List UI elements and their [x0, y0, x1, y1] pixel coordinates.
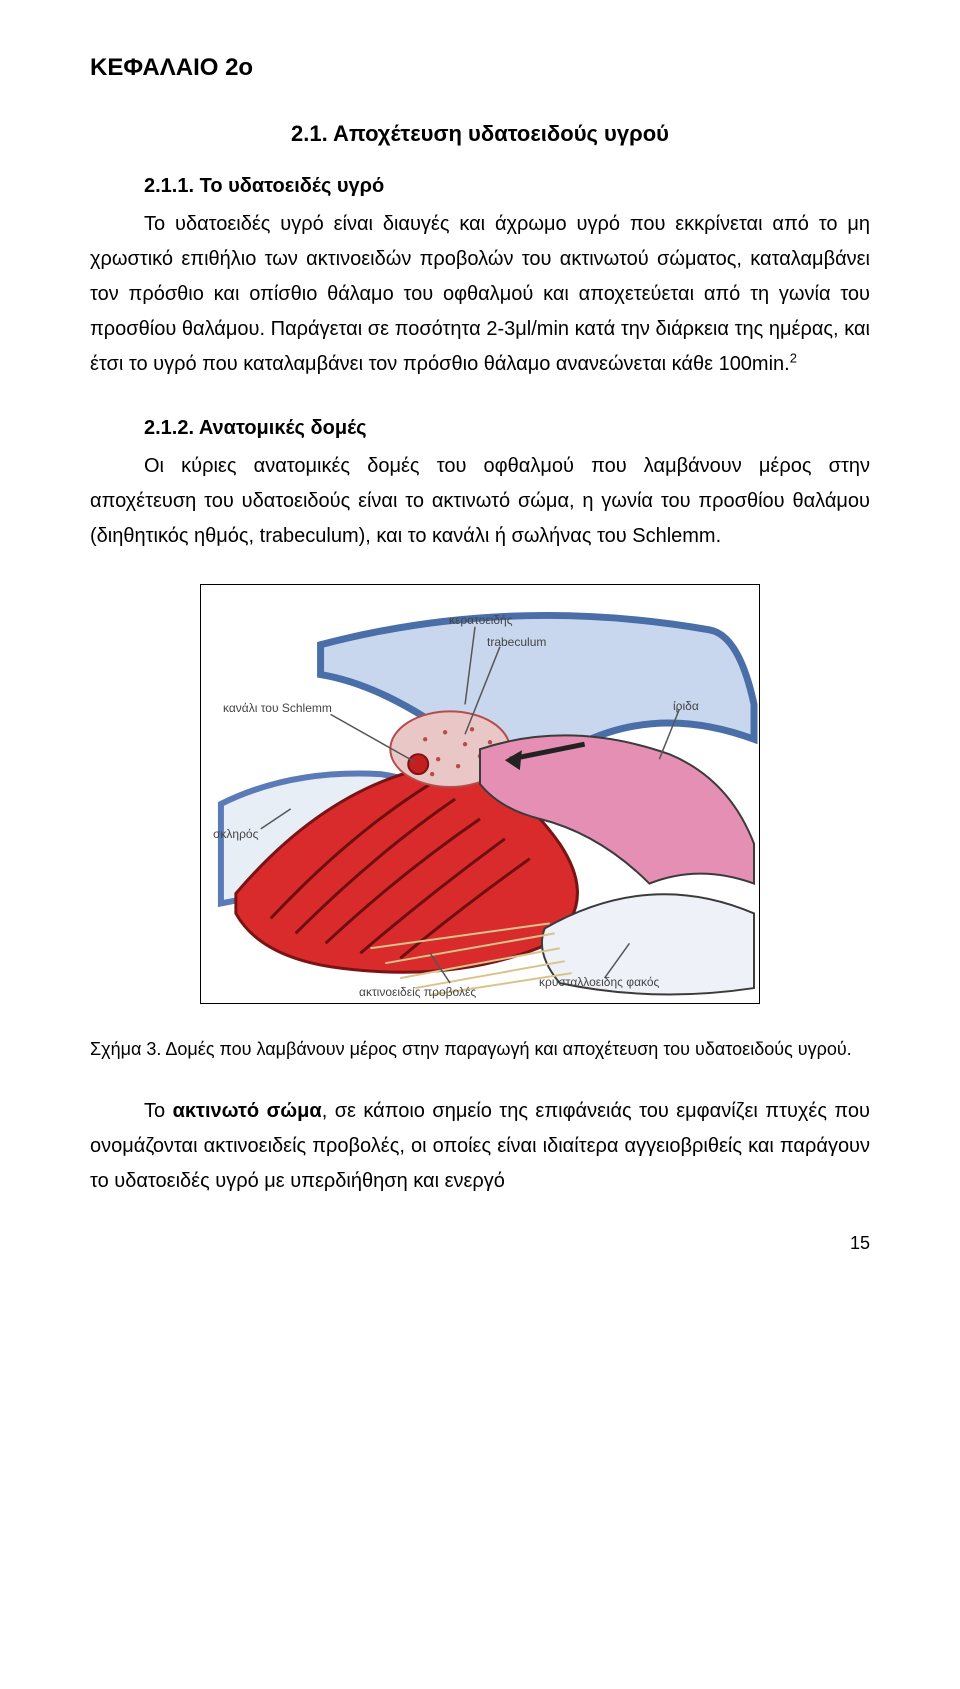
closing-paragraph: Το ακτινωτό σώμα, σε κάποιο σημείο της ε… — [90, 1094, 870, 1199]
label-kanali: κανάλι του Schlemm — [223, 699, 332, 719]
page-number: 15 — [90, 1229, 870, 1259]
section-heading-2-1: 2.1. Αποχέτευση υδατοειδούς υγρού — [90, 116, 870, 152]
label-trabeculum: trabeculum — [487, 633, 546, 653]
paragraph-2-1-1: Το υδατοειδές υγρό είναι διαυγές και άχρ… — [90, 207, 870, 382]
anatomy-svg — [201, 585, 759, 1003]
label-keratoeidis: κερατοειδής — [449, 611, 513, 631]
label-skliros: σκληρός — [213, 825, 258, 845]
chapter-heading: ΚΕΦΑΛΑΙΟ 2ο — [90, 48, 870, 88]
schlemm-canal — [408, 754, 428, 774]
para-text: Οι κύριες ανατομικές δομές του οφθαλμού … — [90, 455, 870, 547]
label-aktinoeideis: ακτινοειδείς προβολές — [359, 983, 476, 1003]
closing-bold-term: ακτινωτό σώμα — [173, 1100, 322, 1122]
subsection-heading-2-1-2: 2.1.2. Ανατομικές δομές — [90, 412, 870, 445]
figure-3-diagram: κερατοειδής trabeculum κανάλι του Schlem… — [200, 584, 760, 1004]
paragraph-2-1-2: Οι κύριες ανατομικές δομές του οφθαλμού … — [90, 449, 870, 554]
label-krystalloeidis: κρυσταλλοειδης φακός — [539, 973, 659, 993]
superscript-ref: 2 — [790, 350, 797, 365]
figure-3-caption: Σχήμα 3. Δομές που λαμβάνουν μέρος στην … — [90, 1035, 870, 1064]
closing-lead: Το — [144, 1100, 173, 1122]
subsection-heading-2-1-1: 2.1.1. Το υδατοειδές υγρό — [90, 170, 870, 203]
para-text: Το υδατοειδές υγρό είναι διαυγές και άχρ… — [90, 213, 870, 375]
figure-3: κερατοειδής trabeculum κανάλι του Schlem… — [90, 584, 870, 1013]
label-irida: ίριδα — [673, 697, 699, 717]
